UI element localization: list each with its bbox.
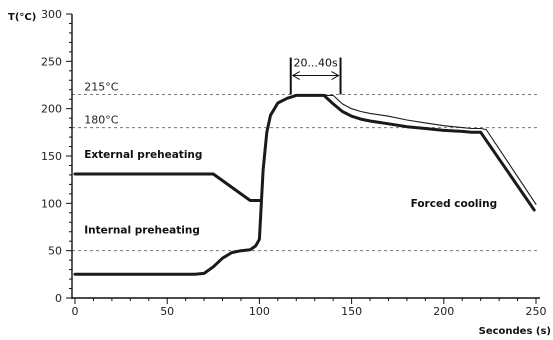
annotation-1: External preheating (84, 149, 202, 161)
reference-lines: 215°C 180°C (72, 80, 540, 252)
reference-label-215: 215°C (84, 80, 118, 93)
series-line-1 (74, 94, 537, 275)
x-tick-label: 0 (72, 305, 79, 318)
series-line-2 (73, 93, 536, 276)
x-tick-label: 250 (526, 305, 547, 318)
dimension-arrowhead-left (291, 71, 300, 80)
dimension-label: 20...40s (294, 57, 338, 70)
y-tick-label: 100 (41, 197, 62, 210)
x-axis-title: Secondes (s) (479, 326, 551, 337)
x-tick-label: 100 (249, 305, 270, 318)
annotation-2: Internal preheating (84, 225, 200, 237)
x-tick-label: 150 (341, 305, 362, 318)
y-tick-label: 300 (41, 8, 62, 21)
dimension-arrowhead-right (331, 71, 340, 80)
annotations: External preheating Internal preheating Fo… (84, 149, 497, 237)
y-tick-label: 50 (48, 245, 62, 258)
x-tick-label: 200 (433, 305, 454, 318)
series-line-3 (73, 172, 261, 202)
ticks: 0 50 100 150 200 250 300 0 50 100 150 200 250 (41, 8, 547, 318)
reference-label-180: 180°C (84, 114, 118, 127)
x-tick-label: 50 (160, 305, 174, 318)
y-tick-label: 200 (41, 103, 62, 116)
y-axis-title: T(°C) (8, 12, 36, 23)
duration-dimension: 20...40s (289, 57, 342, 95)
series-group (73, 93, 537, 276)
y-tick-label: 150 (41, 150, 62, 163)
y-tick-label: 0 (55, 292, 62, 305)
y-tick-label: 250 (41, 55, 62, 68)
annotation-3: Forced cooling (411, 198, 498, 210)
